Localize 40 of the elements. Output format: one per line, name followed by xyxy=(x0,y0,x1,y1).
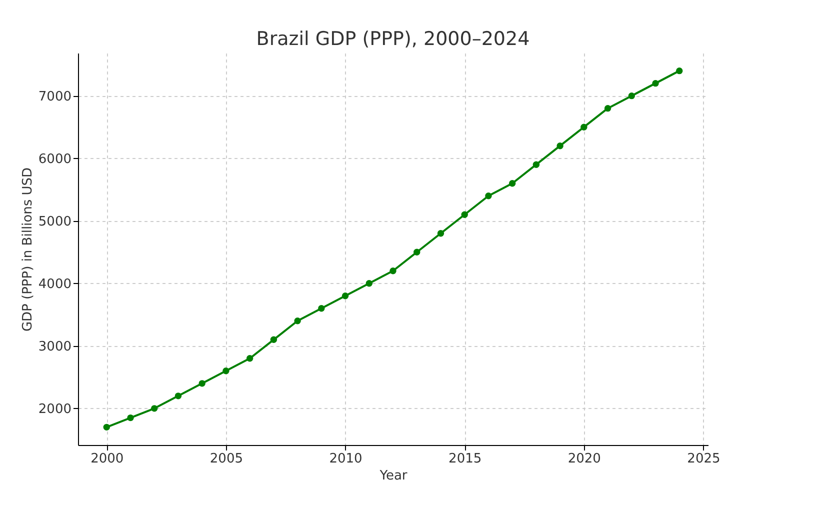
point xyxy=(294,318,301,324)
y-tick-label: 4000 xyxy=(38,276,72,292)
point xyxy=(198,380,206,387)
point xyxy=(580,124,588,130)
x-tick-label: 2020 xyxy=(568,452,601,466)
point xyxy=(556,142,564,150)
point xyxy=(246,355,254,362)
x-tick-label: 2015 xyxy=(448,452,482,466)
point xyxy=(222,368,230,374)
point xyxy=(485,192,492,200)
y-tick-label: 7000 xyxy=(38,89,72,104)
point xyxy=(174,392,182,400)
y-axis-title: GDP (PPP) in Billions USD xyxy=(20,167,36,332)
point xyxy=(508,180,516,187)
point xyxy=(270,336,278,343)
point xyxy=(604,104,612,112)
point xyxy=(342,292,349,300)
y-tick-label: 6000 xyxy=(38,152,72,167)
point xyxy=(437,230,444,237)
y-tick-label: 5000 xyxy=(38,214,72,230)
x-tick-label: 2010 xyxy=(329,452,362,466)
point xyxy=(151,405,158,412)
point xyxy=(103,424,110,431)
x-tick-label: 2025 xyxy=(687,452,720,466)
point xyxy=(414,248,420,256)
point xyxy=(676,67,683,74)
point xyxy=(366,280,372,287)
x-tick-label: 2000 xyxy=(90,452,124,466)
y-tick-label: 3000 xyxy=(38,339,72,354)
point xyxy=(127,414,134,422)
y-tick-label: 2000 xyxy=(38,402,72,417)
point xyxy=(532,161,540,168)
point xyxy=(461,211,468,218)
point xyxy=(390,268,396,274)
x-tick-label: 2005 xyxy=(210,452,243,466)
chart-title: Brazil GDP (PPP), 2000–2024 xyxy=(256,28,530,50)
point xyxy=(628,92,635,100)
x-axis-title: Year xyxy=(378,468,408,484)
point xyxy=(318,305,325,312)
point xyxy=(652,80,659,87)
